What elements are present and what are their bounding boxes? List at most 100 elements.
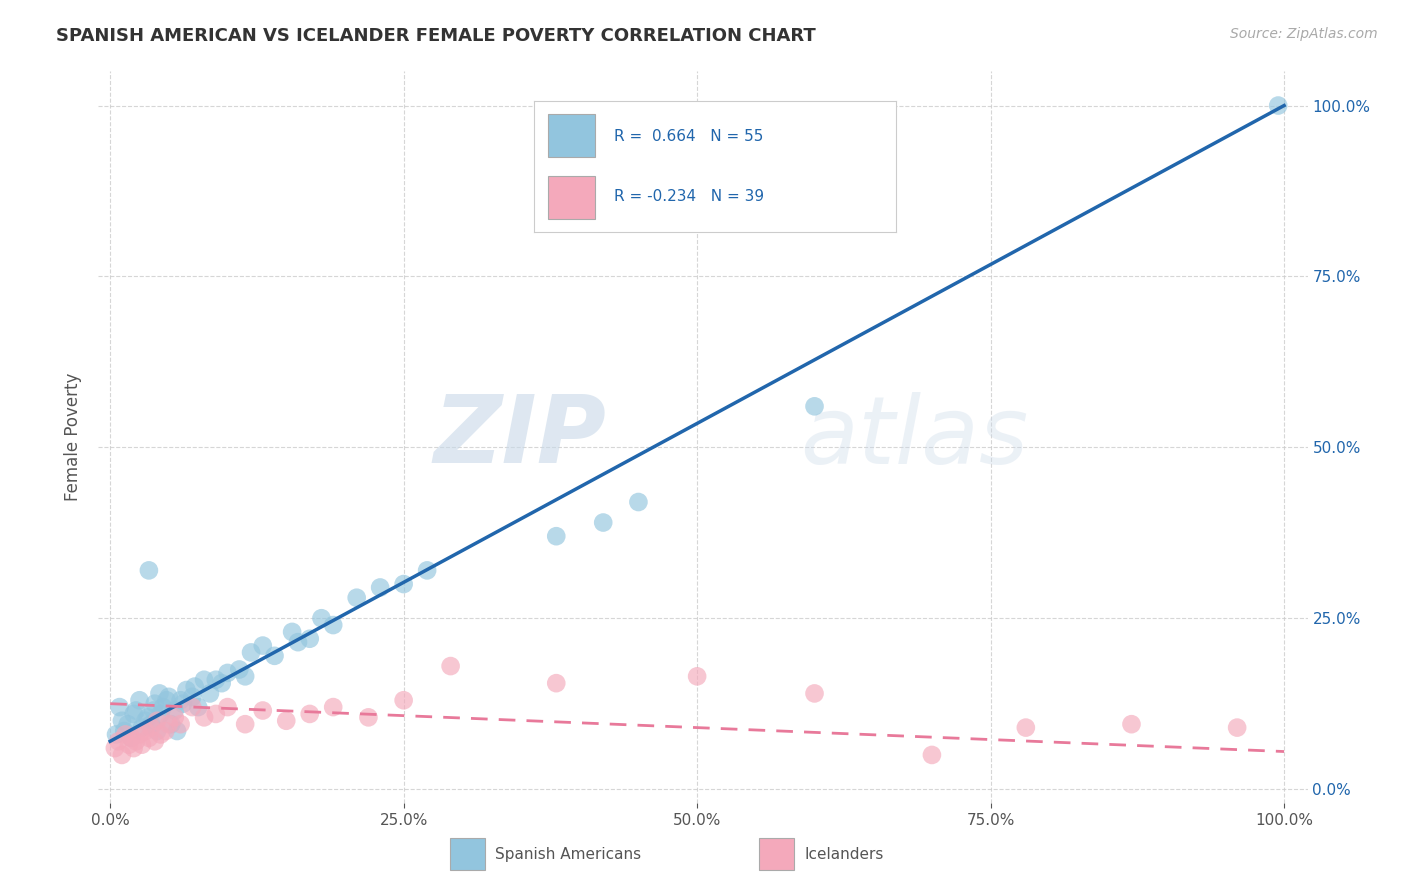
Point <box>169 717 191 731</box>
Point <box>114 727 136 741</box>
Point <box>131 738 153 752</box>
Point <box>149 727 172 741</box>
Point <box>107 734 129 748</box>
Point <box>112 724 135 739</box>
Point <box>142 704 165 718</box>
Point <box>281 624 304 639</box>
Point <box>122 741 145 756</box>
Point <box>233 669 256 683</box>
Point <box>357 710 380 724</box>
Point <box>204 706 226 721</box>
Point <box>120 731 142 745</box>
Point <box>163 710 186 724</box>
Text: Icelanders: Icelanders <box>804 847 883 862</box>
Point <box>157 690 180 704</box>
Point <box>117 717 139 731</box>
Point <box>1226 721 1249 735</box>
Point <box>149 706 172 721</box>
Point <box>176 683 198 698</box>
Point <box>921 747 943 762</box>
Point <box>322 700 344 714</box>
Point <box>322 618 344 632</box>
Point <box>118 738 141 752</box>
Point <box>217 700 239 714</box>
Point <box>193 710 215 724</box>
Point <box>546 676 568 690</box>
Point <box>141 721 163 735</box>
Point <box>392 693 415 707</box>
Point <box>252 639 274 653</box>
Point <box>138 731 160 745</box>
Y-axis label: Female Poverty: Female Poverty <box>65 373 83 501</box>
Point <box>368 581 391 595</box>
Point <box>143 697 166 711</box>
Point <box>228 663 250 677</box>
Text: atlas: atlas <box>800 392 1028 483</box>
Point <box>169 693 191 707</box>
Point <box>138 563 160 577</box>
Point <box>181 690 204 704</box>
Point <box>183 680 205 694</box>
Point <box>546 529 568 543</box>
Point <box>111 747 134 762</box>
Point <box>166 724 188 739</box>
Text: SPANISH AMERICAN VS ICELANDER FEMALE POVERTY CORRELATION CHART: SPANISH AMERICAN VS ICELANDER FEMALE POV… <box>56 27 815 45</box>
Point <box>287 635 309 649</box>
Point <box>439 659 461 673</box>
Point <box>276 714 298 728</box>
Point <box>193 673 215 687</box>
Point <box>125 734 148 748</box>
Point <box>111 714 134 728</box>
Point <box>1015 721 1038 735</box>
Point <box>198 686 221 700</box>
Point <box>163 704 186 718</box>
Text: Spanish Americans: Spanish Americans <box>495 847 641 862</box>
Point <box>136 710 159 724</box>
Point <box>217 665 239 680</box>
Point <box>157 717 180 731</box>
Text: ZIP: ZIP <box>433 391 606 483</box>
Text: Source: ZipAtlas.com: Source: ZipAtlas.com <box>1230 27 1378 41</box>
Point <box>146 714 169 728</box>
Point <box>108 700 131 714</box>
Point <box>803 686 825 700</box>
Point <box>416 563 439 577</box>
Point <box>1267 98 1289 112</box>
Point <box>803 400 825 414</box>
Point <box>104 741 127 756</box>
Point <box>1121 717 1143 731</box>
Point <box>263 648 285 663</box>
Point <box>155 724 177 739</box>
Point <box>141 717 163 731</box>
Point <box>181 700 204 714</box>
Point <box>128 693 150 707</box>
Point <box>392 577 415 591</box>
Point <box>592 516 614 530</box>
Point <box>298 706 321 721</box>
Point <box>160 717 183 731</box>
Point <box>298 632 321 646</box>
Point <box>125 704 148 718</box>
Point <box>155 693 177 707</box>
Point <box>122 706 145 721</box>
Point <box>143 734 166 748</box>
Point <box>120 731 142 745</box>
Point <box>252 704 274 718</box>
Point <box>146 724 169 739</box>
Point <box>686 669 709 683</box>
Point <box>233 717 256 731</box>
Point <box>134 724 156 739</box>
Point <box>172 697 194 711</box>
Point <box>134 714 156 728</box>
Point <box>187 700 209 714</box>
Point <box>128 727 150 741</box>
Point <box>311 611 333 625</box>
Point <box>131 721 153 735</box>
Point <box>105 727 128 741</box>
Point <box>152 700 174 714</box>
Point <box>204 673 226 687</box>
Point <box>346 591 368 605</box>
Point <box>627 495 650 509</box>
Point <box>148 686 170 700</box>
Point <box>211 676 233 690</box>
